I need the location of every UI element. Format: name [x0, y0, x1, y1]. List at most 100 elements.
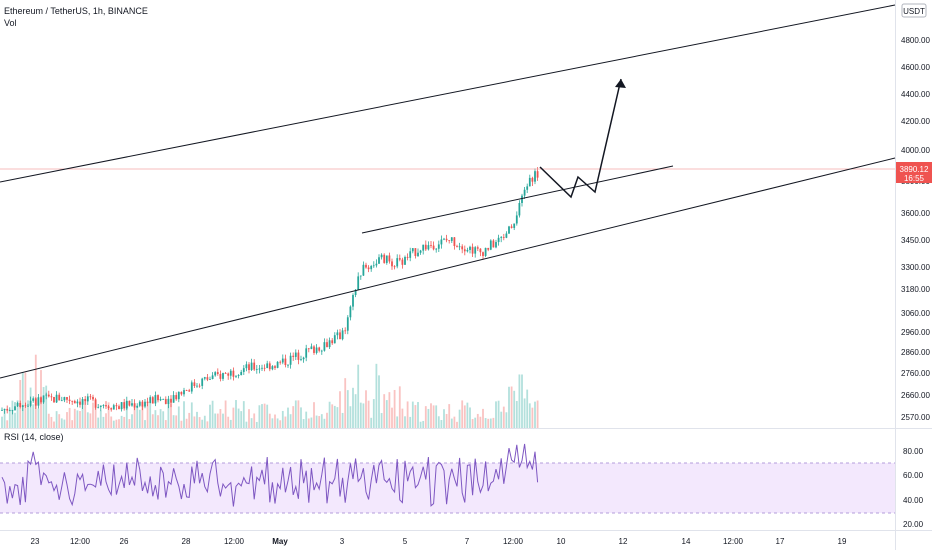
- volume-bar: [175, 415, 178, 428]
- candle-body: [474, 247, 477, 254]
- candle-body: [359, 275, 362, 277]
- candle-body: [128, 400, 131, 406]
- price-pane[interactable]: [0, 0, 895, 428]
- candle-body: [271, 366, 274, 370]
- candle-body: [112, 405, 115, 410]
- volume-bar: [68, 407, 71, 428]
- candle-body: [414, 248, 417, 257]
- candle-body: [79, 401, 81, 405]
- volume-bar: [71, 420, 74, 428]
- candle-body: [34, 398, 37, 406]
- volume-bar: [333, 405, 336, 428]
- lower-channel-line[interactable]: [0, 157, 896, 379]
- volume-bar: [427, 408, 430, 428]
- volume-bar: [81, 402, 84, 428]
- volume-bar: [224, 400, 227, 428]
- candle-body: [97, 406, 100, 408]
- volume-bar: [466, 402, 469, 428]
- candle-body: [456, 246, 458, 247]
- volume-bar: [453, 416, 456, 428]
- volume-bar: [180, 420, 183, 428]
- volume-bar: [339, 391, 341, 428]
- candle-body: [11, 410, 14, 411]
- volume-bar: [162, 411, 165, 428]
- candle-body: [388, 255, 391, 262]
- candle-body: [526, 186, 529, 190]
- candle-body: [206, 377, 209, 380]
- candle-body: [536, 171, 539, 178]
- candle-body: [99, 405, 102, 407]
- volume-bar: [3, 409, 6, 428]
- volume-bar: [136, 406, 139, 428]
- candle-body: [435, 248, 438, 250]
- candle-body: [170, 398, 172, 403]
- rsi-band: [0, 463, 895, 513]
- volume-bar: [42, 387, 45, 428]
- volume-bar: [172, 415, 175, 428]
- price-axis[interactable]: 4800.00 4600.00 4400.00 4200.00 4000.00 …: [901, 36, 930, 422]
- candle-body: [427, 245, 430, 250]
- candle-body: [66, 397, 68, 400]
- time-axis[interactable]: 23 12:00 26 28 12:00 May 3 5 7 12:00 10 …: [31, 537, 847, 546]
- rsi-tick: 60.00: [903, 471, 924, 480]
- volume-bar: [235, 400, 237, 428]
- price-tick: 4400.00: [901, 90, 930, 99]
- volume-bar: [430, 403, 432, 428]
- volume-bar: [222, 413, 224, 428]
- volume-bar: [383, 394, 386, 428]
- volume-bar: [125, 401, 128, 428]
- volume-bar: [443, 409, 445, 428]
- volume-bar: [219, 409, 222, 428]
- candle-body: [209, 379, 211, 380]
- candle-body: [1, 409, 3, 411]
- candle-body: [255, 369, 258, 370]
- volume-bar: [131, 414, 133, 428]
- candle-body: [440, 239, 443, 245]
- volume-bar: [227, 416, 230, 428]
- volume-bar: [47, 413, 50, 428]
- candle-body: [193, 382, 196, 386]
- volume-bar: [214, 413, 217, 428]
- candle-body: [476, 247, 479, 249]
- volume-bar: [164, 420, 167, 428]
- candle-body: [505, 233, 508, 238]
- short-trend-line[interactable]: [361, 165, 674, 234]
- volume-bar: [258, 405, 261, 428]
- candle-body: [227, 373, 230, 376]
- candle-body: [232, 370, 235, 377]
- candle-body: [276, 361, 279, 368]
- candle-body: [367, 267, 370, 270]
- volume-bar: [149, 402, 152, 428]
- volume-bar: [362, 403, 365, 428]
- candle-body: [378, 257, 380, 264]
- projection-path[interactable]: [539, 78, 622, 199]
- upper-channel-line[interactable]: [0, 4, 896, 183]
- candle-body: [466, 249, 469, 252]
- volume-bar: [279, 420, 282, 428]
- candle-body: [448, 240, 451, 242]
- volume-bar: [492, 417, 495, 428]
- candle-body: [198, 385, 201, 387]
- volume-bar: [385, 400, 388, 428]
- candle-body: [411, 248, 414, 252]
- candle-body: [58, 394, 61, 401]
- candle-body: [107, 406, 110, 409]
- chart-title: Ethereum / TetherUS, 1h, BINANCE: [4, 6, 148, 16]
- candle-body: [406, 256, 409, 258]
- candle-body: [136, 405, 139, 408]
- currency-badge[interactable]: [901, 3, 927, 18]
- volume-bar: [536, 400, 539, 428]
- rsi-axis[interactable]: 80.00 60.00 40.00 20.00: [903, 447, 924, 529]
- candle-body: [370, 265, 373, 270]
- candle-body: [492, 240, 495, 248]
- volume-bar: [16, 400, 19, 428]
- volume-bar: [167, 402, 170, 428]
- volume-bar: [354, 394, 357, 428]
- candle-body: [482, 252, 484, 256]
- candle-body: [393, 266, 396, 268]
- time-tick: 23: [31, 537, 40, 546]
- volume-bar: [240, 411, 243, 428]
- candle-body: [3, 408, 6, 410]
- candle-body: [115, 405, 118, 407]
